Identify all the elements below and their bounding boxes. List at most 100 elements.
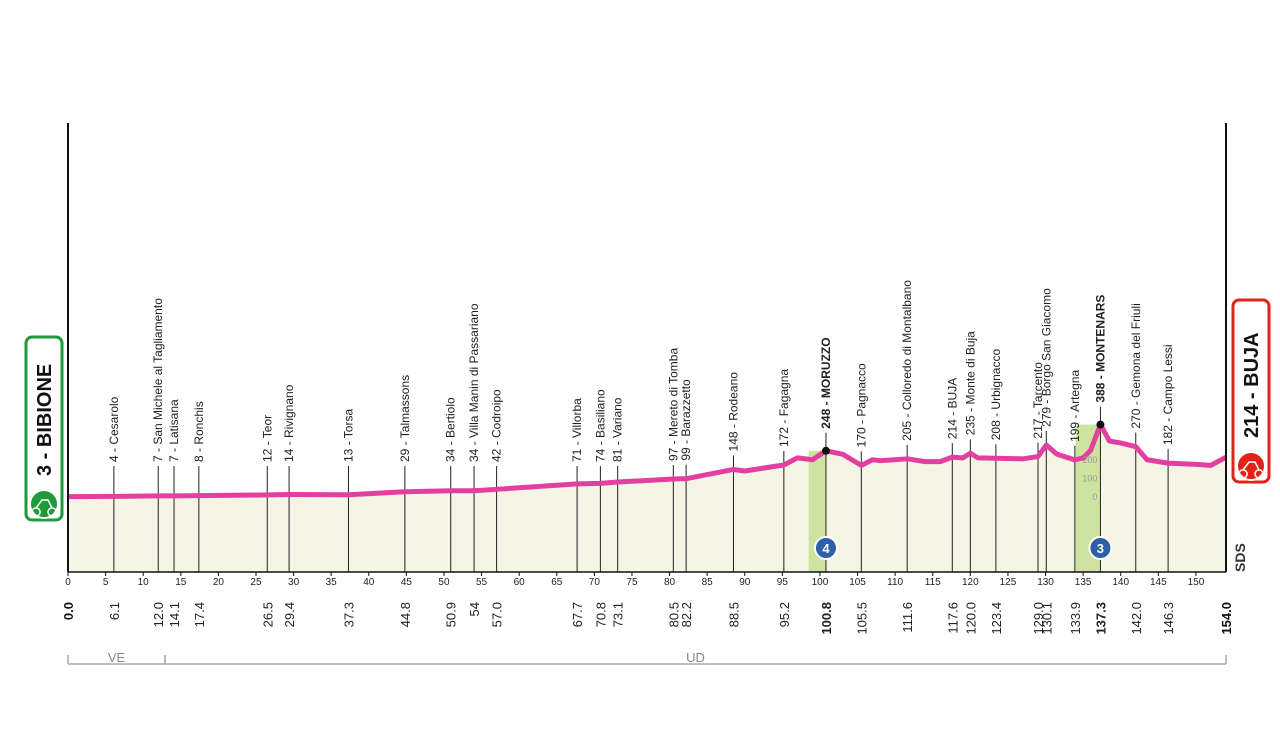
- km-label: 0.0: [61, 602, 76, 620]
- waypoint-label: 4 - Cesarolo: [107, 396, 121, 462]
- x-tick-label: 150: [1188, 577, 1205, 588]
- waypoint-label: 248 - MORUZZO: [819, 337, 833, 428]
- x-tick-label: 0: [65, 577, 71, 588]
- x-tick-label: 110: [887, 577, 903, 588]
- km-label: 100.8: [819, 602, 834, 635]
- km-label: 12.0: [151, 602, 166, 627]
- km-label: 88.5: [726, 602, 741, 627]
- x-tick-label: 115: [925, 577, 941, 588]
- waypoint-label: 42 - Codroipo: [490, 389, 504, 462]
- km-label: 26.5: [260, 602, 275, 627]
- x-tick-label: 15: [175, 577, 187, 588]
- km-label: 29.4: [282, 602, 297, 627]
- waypoint-label: 12 - Teor: [260, 415, 274, 462]
- waypoint-label: 208 - Urbignacco: [989, 349, 1003, 441]
- climb-badge: [1088, 536, 1113, 560]
- logo: SDS: [1232, 543, 1248, 572]
- waypoint-label: 270 - Gemona del Friuli: [1129, 303, 1143, 428]
- waypoint-label: 34 - Bertiolo: [444, 397, 458, 462]
- badge-label: 214 - BUJA: [1241, 332, 1263, 438]
- y-tick-label: 0: [1092, 492, 1097, 502]
- km-label: 129.0: [1031, 602, 1046, 635]
- x-tick-label: 130: [1037, 577, 1054, 588]
- waypoint-label: 170 - Pagnacco: [854, 363, 868, 447]
- km-label: 130.1: [1039, 602, 1054, 635]
- km-label: 146.3: [1161, 602, 1176, 635]
- region-label: UD: [686, 650, 705, 665]
- km-label: 44.8: [398, 602, 413, 627]
- region-label: VE: [108, 650, 126, 665]
- waypoint-label: 148 - Rodeano: [726, 372, 740, 452]
- waypoint-label: 97 - Mereto di Tomba: [666, 348, 680, 461]
- x-tick-label: 35: [326, 577, 338, 588]
- waypoint-label: 388 - MONTENARS: [1093, 295, 1107, 403]
- waypoint-label: 71 - Villorba: [570, 398, 584, 462]
- km-label: 54: [467, 602, 482, 616]
- x-tick-label: 85: [702, 577, 714, 588]
- km-label: 57.0: [490, 602, 505, 627]
- km-label: 137.3: [1093, 602, 1108, 635]
- x-tick-label: 45: [401, 577, 413, 588]
- waypoint-label: 34 - Villa Manin di Passariano: [467, 303, 481, 462]
- km-label: 14.1: [167, 602, 182, 627]
- km-label: 67.7: [570, 602, 585, 627]
- km-label: 80.5: [666, 602, 681, 627]
- km-label: 117.6: [945, 602, 960, 634]
- waypoint-label: 29 - Talmassons: [398, 375, 412, 462]
- x-tick-label: 70: [589, 577, 601, 588]
- km-label: 120.0: [963, 602, 978, 635]
- x-tick-label: 40: [363, 577, 375, 588]
- x-tick-label: 20: [213, 577, 225, 588]
- x-tick-label: 95: [777, 577, 789, 588]
- badge-cyclist: [1238, 461, 1264, 479]
- x-tick-label: 30: [288, 577, 300, 588]
- waypoint-label: 205 - Colloredo di Montalbano: [900, 280, 914, 441]
- summit-dot: [1096, 420, 1105, 429]
- km-label: 17.4: [192, 602, 207, 627]
- km-label: 111.6: [900, 602, 915, 633]
- km-label: 6.1: [107, 602, 122, 620]
- waypoint-label: 199 - Artegna: [1068, 370, 1082, 442]
- x-tick-label: 145: [1150, 577, 1167, 588]
- x-tick-label: 65: [551, 577, 563, 588]
- y-tick-label: 100: [1082, 473, 1097, 483]
- x-tick-label: 60: [514, 577, 526, 588]
- badge-frame: [24, 335, 64, 522]
- waypoint-label: 7 - San Michele al Tagliamento: [151, 298, 165, 462]
- profile-line: [67, 422, 1228, 500]
- km-label: 105.5: [854, 602, 869, 635]
- waypoint-label: 99 - Barazzetto: [679, 379, 693, 461]
- x-tick-label: 125: [1000, 577, 1017, 588]
- waypoint-label: 8 - Ronchis: [192, 401, 206, 462]
- y-tick-label: 200: [1082, 455, 1097, 465]
- waypoint-label: 74 - Basiliano: [593, 389, 607, 462]
- waypoint-label: 13 - Torsa: [341, 409, 355, 462]
- x-tick-label: 75: [626, 577, 638, 588]
- waypoint-label: 7 - Latisana: [167, 399, 181, 462]
- waypoint-label: 217 - Tarcento: [1031, 362, 1045, 439]
- km-label: 50.9: [444, 602, 459, 627]
- badge-frame: [1231, 298, 1271, 484]
- badge-icon: [1236, 451, 1266, 481]
- km-label: 70.8: [593, 602, 608, 627]
- profile-fill: [68, 424, 1226, 572]
- x-tick-label: 80: [664, 577, 676, 588]
- km-label: 37.3: [341, 602, 356, 627]
- x-tick-label: 50: [438, 577, 450, 588]
- x-tick-label: 100: [812, 577, 829, 588]
- waypoint-label: 14 - Rivignano: [282, 384, 296, 462]
- km-label: 73.1: [611, 602, 626, 627]
- x-tick-label: 120: [962, 577, 979, 588]
- waypoint-label: 235 - Monte di Buja: [963, 331, 977, 435]
- x-tick-label: 140: [1112, 577, 1129, 588]
- badge-cyclist: [31, 499, 57, 517]
- x-tick-label: 10: [138, 577, 150, 588]
- x-tick-label: 105: [849, 577, 866, 588]
- x-tick-label: 90: [739, 577, 751, 588]
- km-label: 142.0: [1129, 602, 1144, 635]
- badge-label: 3 - BIBIONE: [34, 364, 56, 476]
- waypoint-label: 81 - Variano: [611, 397, 625, 462]
- waypoint-label: 214 - BUJA: [945, 378, 959, 439]
- x-tick-label: 5: [103, 577, 109, 588]
